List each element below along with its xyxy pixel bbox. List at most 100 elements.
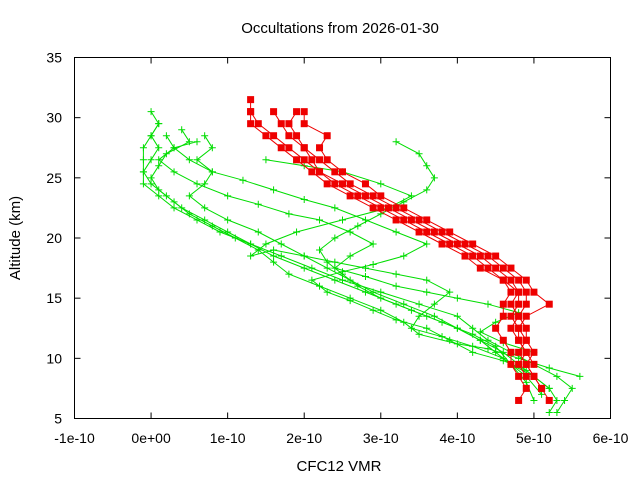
chart-title: Occultations from 2026-01-30 [241, 20, 439, 37]
data-point [469, 324, 477, 332]
x-tick-label: -1e-10 [54, 430, 95, 446]
data-point [561, 396, 569, 404]
data-point [530, 396, 538, 404]
data-point [507, 348, 515, 356]
data-point [147, 108, 155, 116]
data-point [377, 294, 385, 302]
data-point [522, 348, 530, 356]
data-point [354, 192, 362, 200]
data-point [469, 342, 477, 350]
data-point [545, 300, 553, 308]
data-point [469, 348, 477, 356]
data-point [377, 192, 385, 200]
data-point [476, 252, 484, 260]
data-point [430, 228, 438, 236]
data-point [339, 216, 346, 224]
data-point [407, 324, 415, 332]
data-point [545, 408, 553, 416]
data-point [392, 282, 400, 290]
data-point [515, 312, 523, 320]
data-point [538, 390, 546, 398]
data-point [515, 348, 523, 356]
data-point [522, 312, 530, 320]
data-point [339, 268, 346, 276]
data-point [170, 204, 178, 212]
data-point [438, 318, 446, 326]
data-point [262, 240, 270, 248]
data-point [277, 144, 285, 152]
y-tick-label: 35 [46, 50, 62, 66]
data-point [369, 204, 377, 212]
axis-ticks: -1e-10 0e+00 1e-10 2e-10 3e-10 4e-10 5e-10 6e-1… [46, 50, 628, 447]
y-tick-label: 20 [46, 230, 62, 246]
data-point [522, 378, 530, 386]
data-point [522, 300, 530, 308]
data-point [392, 204, 400, 212]
data-point [492, 324, 500, 332]
data-point [155, 120, 163, 128]
y-tick-label: 25 [46, 170, 62, 186]
data-point [522, 336, 530, 344]
data-point [247, 96, 255, 104]
data-point [469, 240, 477, 248]
data-point [438, 228, 446, 236]
data-point [507, 276, 515, 284]
data-point [308, 264, 316, 272]
data-point [476, 264, 484, 272]
data-point [407, 192, 415, 200]
data-point [392, 228, 400, 236]
data-point [499, 312, 507, 320]
data-point [369, 192, 377, 200]
data-point [331, 204, 339, 212]
data-point [361, 273, 369, 281]
y-tick-label: 5 [54, 411, 62, 427]
data-point [553, 372, 561, 380]
data-point [423, 216, 431, 224]
data-point [423, 228, 431, 236]
data-point [270, 246, 278, 254]
data-point [147, 174, 155, 182]
data-point [438, 240, 446, 248]
data-point [530, 360, 538, 368]
data-point [331, 168, 339, 176]
data-point [499, 300, 507, 308]
profile-line [188, 135, 550, 389]
data-point [530, 288, 538, 296]
data-point [247, 120, 255, 128]
data-point [293, 228, 301, 236]
data-point [384, 204, 392, 212]
y-tick-label: 30 [46, 110, 62, 126]
data-point [293, 132, 301, 140]
data-point [530, 372, 538, 380]
data-point [568, 384, 576, 392]
data-point [415, 216, 423, 224]
data-point [553, 396, 561, 404]
data-point [231, 234, 239, 242]
data-point [377, 288, 385, 296]
data-point [139, 144, 147, 152]
data-point [515, 300, 523, 308]
data-point [522, 276, 530, 284]
data-point [522, 372, 530, 380]
data-point [576, 372, 584, 380]
data-point [316, 246, 324, 254]
data-point [247, 252, 255, 260]
data-point [139, 156, 147, 164]
data-point [392, 216, 400, 224]
data-point [224, 216, 232, 224]
data-point [300, 108, 308, 116]
data-point [270, 186, 278, 194]
x-tick-label: 4e-10 [439, 430, 475, 446]
data-point [193, 156, 201, 164]
data-point [507, 288, 515, 296]
data-point [270, 132, 278, 140]
data-point [492, 348, 500, 356]
x-tick-label: 6e-10 [593, 430, 629, 446]
data-point [415, 312, 423, 320]
data-point [453, 294, 461, 302]
data-point [369, 240, 377, 248]
data-point [331, 258, 339, 266]
data-point [469, 330, 477, 338]
data-point [499, 336, 507, 344]
data-point [300, 156, 308, 164]
